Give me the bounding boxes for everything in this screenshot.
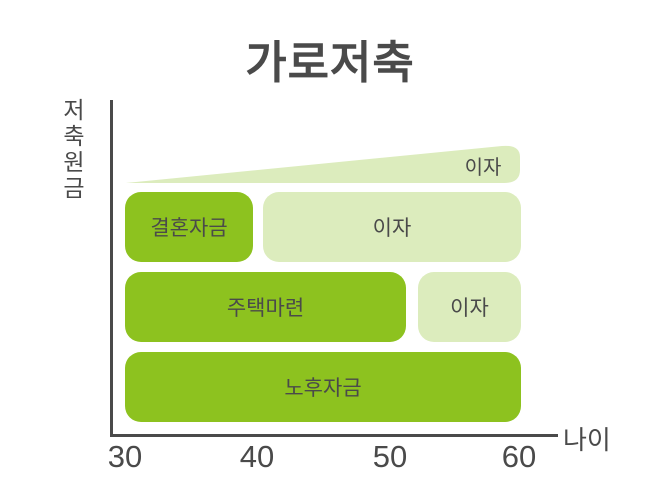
marriage-fund-block: 결혼자금: [125, 192, 253, 262]
y-axis-line: [110, 100, 113, 436]
interest-row3-label: 이자: [450, 297, 489, 320]
chart-title: 가로저축: [245, 37, 415, 88]
housing-fund-block: 주택마련: [125, 272, 406, 342]
retirement-fund-block: 노후자금: [125, 352, 521, 422]
x-axis-label: 나이: [563, 425, 611, 455]
marriage-fund-label: 결혼자금: [150, 217, 228, 240]
interest-block-row2: 이자: [263, 192, 521, 262]
interest-wedge-shape: [126, 145, 520, 183]
interest-wedge-path: [126, 145, 520, 183]
x-tick-30: 30: [107, 439, 143, 474]
interest-block-row3: 이자: [418, 272, 521, 342]
interest-row2-label: 이자: [372, 217, 412, 240]
x-tick-60: 60: [501, 439, 537, 474]
interest-wedge-label: 이자: [464, 157, 502, 179]
x-tick-40: 40: [239, 439, 275, 474]
retirement-fund-label: 노후자금: [284, 377, 362, 400]
x-axis-line: [110, 434, 558, 437]
x-tick-50: 50: [372, 439, 408, 474]
housing-fund-label: 주택마련: [226, 297, 305, 320]
y-axis-label: 저축원금: [59, 98, 85, 202]
